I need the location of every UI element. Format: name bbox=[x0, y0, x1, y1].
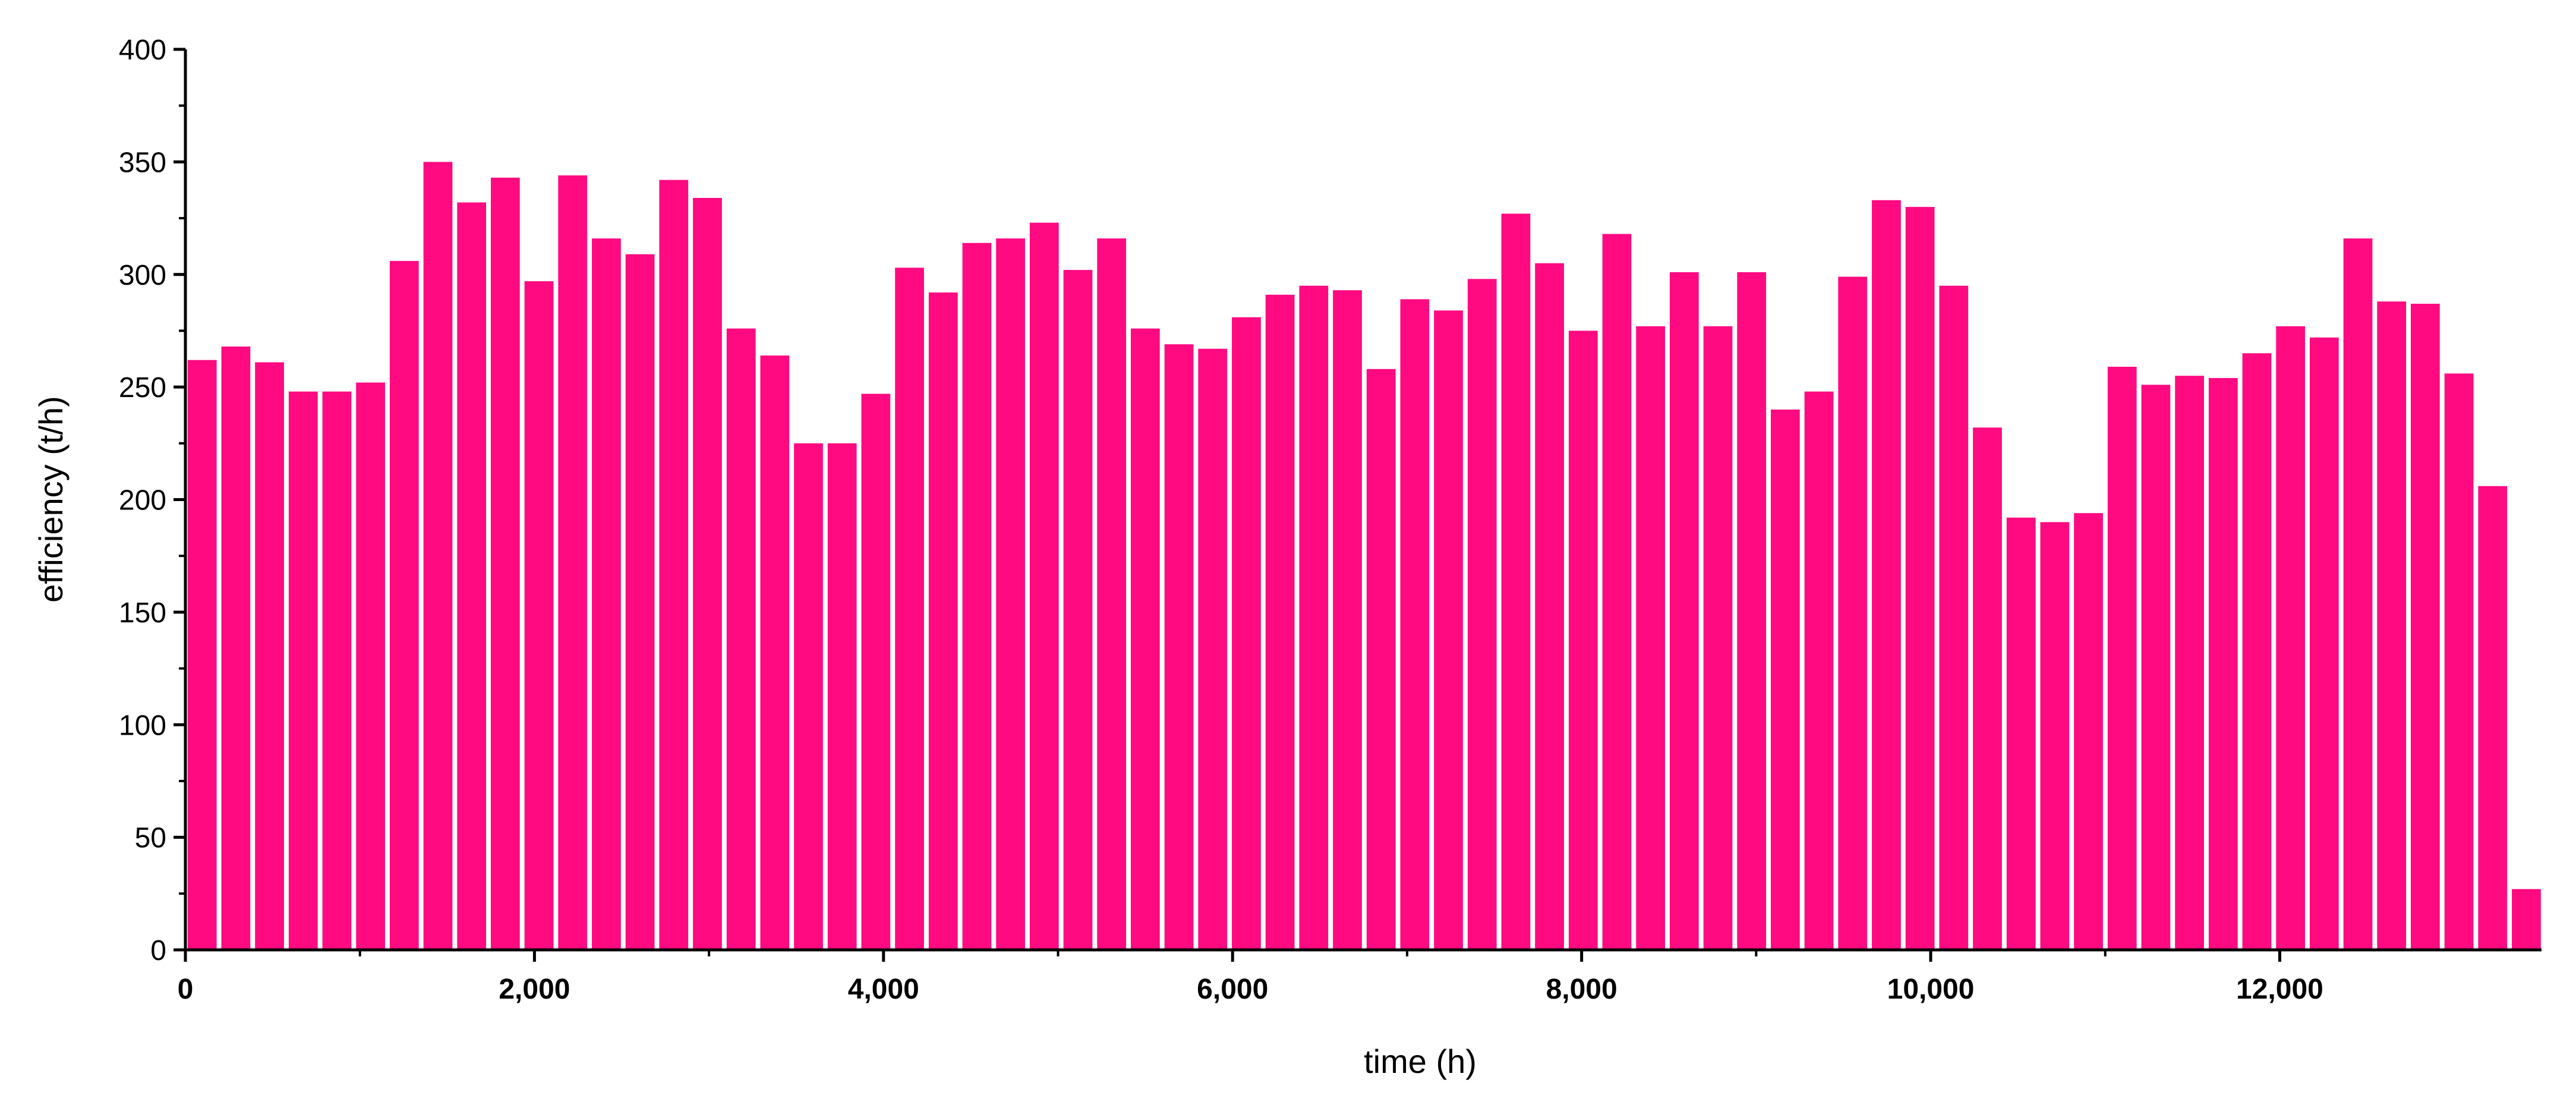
bar bbox=[693, 197, 722, 950]
bar bbox=[996, 238, 1026, 950]
bar bbox=[726, 328, 756, 950]
y-tick-label: 50 bbox=[135, 823, 166, 854]
bar bbox=[2040, 522, 2070, 950]
bar bbox=[1872, 200, 1901, 950]
bar bbox=[1669, 272, 1699, 950]
bar bbox=[2006, 517, 2036, 950]
bar bbox=[1232, 317, 1261, 950]
bar bbox=[389, 261, 419, 950]
y-tick-label: 200 bbox=[119, 485, 166, 517]
bar bbox=[1939, 285, 1969, 950]
y-tick-label: 100 bbox=[119, 710, 166, 741]
bar bbox=[1164, 344, 1194, 950]
bar bbox=[827, 443, 857, 950]
bar bbox=[558, 175, 588, 950]
y-tick-label: 300 bbox=[119, 260, 166, 291]
bar bbox=[1029, 222, 1059, 950]
bar bbox=[2411, 303, 2440, 950]
bar bbox=[1434, 310, 1463, 950]
bar bbox=[659, 180, 689, 950]
y-tick-label: 150 bbox=[119, 597, 166, 629]
bar bbox=[1838, 276, 1868, 950]
bar bbox=[2444, 373, 2474, 950]
bar bbox=[2377, 301, 2407, 950]
bar bbox=[288, 391, 318, 950]
bar bbox=[2208, 377, 2238, 950]
bar bbox=[221, 346, 251, 950]
x-tick-label: 10,000 bbox=[1887, 974, 1975, 1005]
bar bbox=[2141, 385, 2171, 950]
x-tick-label: 8,000 bbox=[1546, 974, 1618, 1005]
bar bbox=[490, 177, 520, 950]
bar bbox=[1905, 207, 1935, 950]
x-tick-label: 0 bbox=[178, 974, 194, 1005]
bar bbox=[322, 391, 352, 950]
bar bbox=[1400, 299, 1430, 950]
bar bbox=[2478, 486, 2508, 950]
bar bbox=[1804, 391, 1834, 950]
bar bbox=[2343, 238, 2373, 950]
bar bbox=[1299, 285, 1329, 950]
bar bbox=[1535, 263, 1564, 950]
bar bbox=[794, 443, 823, 950]
bar bbox=[861, 393, 891, 950]
bar bbox=[1130, 328, 1160, 950]
bar bbox=[423, 162, 453, 950]
bar bbox=[524, 281, 554, 950]
bar bbox=[1973, 427, 2002, 950]
y-axis-label: efficiency (t/h) bbox=[32, 396, 70, 603]
bar bbox=[1771, 410, 1800, 950]
bar bbox=[625, 254, 655, 950]
bar bbox=[1636, 326, 1666, 950]
bar bbox=[1063, 270, 1093, 950]
bar bbox=[1333, 290, 1362, 950]
bar bbox=[760, 355, 790, 950]
bar bbox=[592, 238, 621, 950]
x-tick-label: 2,000 bbox=[499, 974, 570, 1005]
bar bbox=[2242, 353, 2272, 950]
bar bbox=[2276, 326, 2306, 950]
bar bbox=[1602, 234, 1632, 950]
bar bbox=[1198, 348, 1228, 950]
y-tick-label: 350 bbox=[119, 147, 166, 178]
bar bbox=[2107, 367, 2137, 950]
x-axis-label: time (h) bbox=[1364, 1043, 1477, 1080]
bar bbox=[356, 382, 385, 950]
bar bbox=[187, 360, 217, 950]
bar bbox=[1366, 369, 1396, 950]
x-tick-label: 12,000 bbox=[2236, 974, 2323, 1005]
x-tick-label: 6,000 bbox=[1197, 974, 1268, 1005]
bar bbox=[2309, 337, 2339, 950]
bar bbox=[2074, 513, 2103, 950]
x-tick-label: 4,000 bbox=[848, 974, 919, 1005]
y-tick-label: 0 bbox=[150, 935, 166, 967]
bar bbox=[1568, 330, 1598, 950]
bar bbox=[1703, 326, 1733, 950]
bar bbox=[1265, 294, 1295, 950]
bar bbox=[1501, 213, 1531, 950]
bar bbox=[457, 202, 487, 950]
bar bbox=[1737, 272, 1767, 950]
bar bbox=[255, 362, 284, 950]
bar bbox=[2175, 376, 2204, 950]
bar bbox=[1097, 238, 1127, 950]
bar bbox=[1467, 279, 1497, 950]
bar bbox=[962, 243, 992, 950]
bar bbox=[928, 292, 958, 950]
y-tick-label: 400 bbox=[119, 34, 166, 66]
bar bbox=[2512, 889, 2541, 950]
bar bbox=[895, 267, 924, 950]
y-tick-label: 250 bbox=[119, 372, 166, 404]
